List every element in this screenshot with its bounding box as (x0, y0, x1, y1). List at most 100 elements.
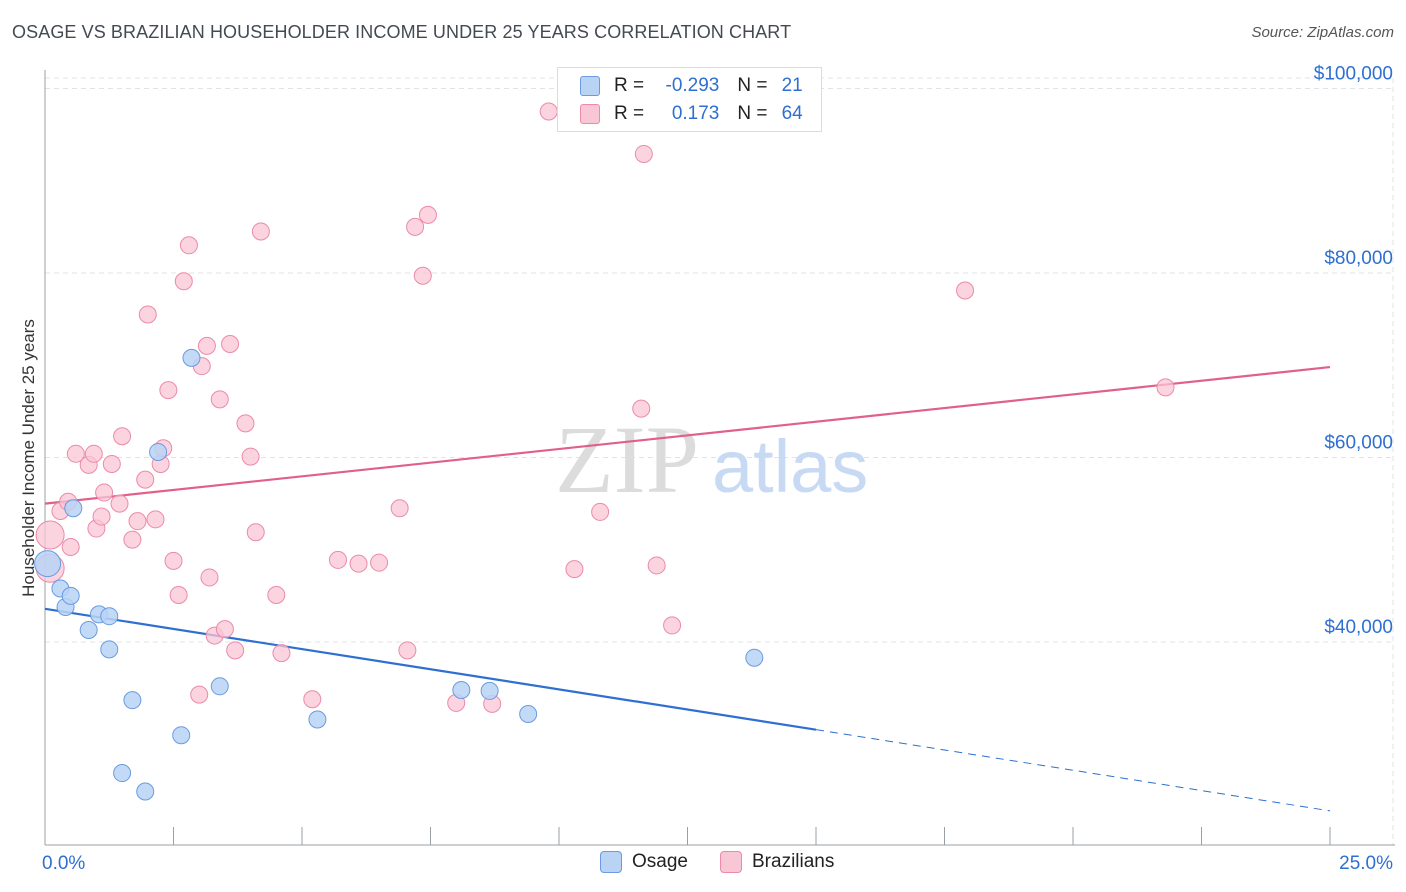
brazilians-point (236, 414, 255, 433)
brazilians-point (221, 335, 240, 354)
brazilians-point (398, 641, 417, 660)
brazilians-point (164, 551, 183, 570)
brazilians-point (565, 560, 584, 579)
osage-point (210, 677, 229, 696)
osage-n-label: N = (737, 75, 773, 96)
brazilians-point (634, 144, 653, 163)
brazilians-point (169, 585, 188, 604)
brazilians-r-label: R = (614, 103, 650, 124)
osage-point (64, 499, 83, 518)
osage-point (34, 550, 62, 578)
osage-point (61, 586, 80, 605)
osage-point (308, 710, 327, 729)
brazilians-point (406, 217, 425, 236)
osage-point (519, 704, 538, 723)
brazilians-point (179, 236, 198, 255)
brazilians-trend-line (44, 365, 1331, 505)
osage-trend-line (44, 607, 817, 731)
brazilians-point (128, 512, 147, 531)
x-tick-label-min: 0.0% (42, 853, 85, 874)
osage-point (100, 607, 119, 626)
brazilians-point (35, 520, 65, 550)
brazilians-point (136, 470, 155, 489)
y-tick-label: $40,000 (1324, 617, 1393, 638)
brazilians-point (123, 530, 142, 549)
brazilians-point (370, 553, 389, 572)
legend-row-brazilians: R = 0.173 N = 64 (580, 100, 803, 128)
watermark: ZIP atlas (555, 406, 868, 513)
brazilians-point (956, 281, 975, 300)
brazilians-point (663, 616, 682, 635)
y-tick-label: $60,000 (1324, 433, 1393, 454)
points-brazilians (35, 102, 1175, 713)
bottom-brazilians-swatch (720, 851, 742, 873)
brazilians-point (200, 568, 219, 587)
brazilians-swatch (580, 104, 600, 124)
brazilians-point (1156, 378, 1175, 397)
brazilians-point (539, 102, 558, 121)
legend-box: R = -0.293 N = 21 R = 0.173 N = 64 (557, 67, 822, 132)
brazilians-point (246, 523, 265, 542)
brazilians-point (84, 444, 103, 463)
brazilians-n-label: N = (737, 103, 773, 124)
chart-title: OSAGE VS BRAZILIAN HOUSEHOLDER INCOME UN… (12, 22, 792, 42)
bottom-legend-osage: Osage (600, 851, 688, 873)
osage-r-value: -0.293 (665, 75, 720, 96)
bottom-brazilians-label: Brazilians (752, 851, 835, 872)
osage-r-label: R = (614, 75, 650, 96)
brazilians-point (210, 390, 229, 409)
brazilians-point (632, 399, 651, 418)
brazilians-point (92, 507, 111, 526)
brazilians-point (647, 556, 666, 575)
brazilians-point (215, 620, 234, 639)
osage-point (172, 726, 191, 745)
osage-trend-extension (815, 729, 1331, 812)
y-tick-label: $80,000 (1324, 248, 1393, 269)
grid-lines (45, 77, 1395, 845)
osage-point (100, 640, 119, 659)
brazilians-r-value: 0.173 (671, 103, 720, 124)
brazilians-point (241, 447, 260, 466)
osage-n-value: 21 (781, 75, 803, 96)
osage-point (136, 782, 155, 801)
osage-point (182, 348, 201, 367)
osage-point (79, 621, 98, 640)
bottom-legend-brazilians: Brazilians (720, 851, 834, 873)
x-tick-labels: 0.0% 25.0% (42, 853, 1393, 874)
y-tick-labels: $40,000 $60,000 $80,000 $100,000 (1314, 63, 1393, 638)
brazilians-point (418, 205, 437, 224)
brazilians-n-value: 64 (781, 103, 803, 124)
osage-point (480, 681, 499, 700)
brazilians-point (190, 685, 209, 704)
points-osage (34, 348, 764, 801)
osage-point (113, 764, 132, 783)
brazilians-point (349, 554, 368, 573)
watermark-atlas: atlas (712, 425, 868, 508)
brazilians-point (61, 537, 80, 556)
brazilians-point (197, 336, 216, 355)
osage-swatch (580, 76, 600, 96)
x-tick-label-max: 25.0% (1339, 853, 1393, 874)
brazilians-point (413, 266, 432, 285)
bottom-osage-label: Osage (632, 851, 688, 872)
osage-point (745, 648, 764, 667)
y-tick-label: $100,000 (1314, 63, 1393, 84)
osage-point (149, 442, 168, 461)
bottom-osage-swatch (600, 851, 622, 873)
brazilians-point (95, 483, 114, 502)
brazilians-point (138, 305, 157, 324)
brazilians-point (251, 222, 270, 241)
brazilians-point (272, 644, 291, 663)
brazilians-point (110, 494, 129, 513)
brazilians-point (328, 550, 347, 569)
osage-point (452, 681, 471, 699)
brazilians-point (303, 690, 322, 709)
brazilians-point (267, 585, 286, 604)
brazilians-point (159, 381, 178, 400)
axes (44, 70, 1395, 846)
source-label: Source: ZipAtlas.com (1251, 24, 1394, 41)
brazilians-point (390, 499, 409, 518)
watermark-zip: ZIP (555, 406, 699, 513)
osage-point (123, 691, 142, 710)
